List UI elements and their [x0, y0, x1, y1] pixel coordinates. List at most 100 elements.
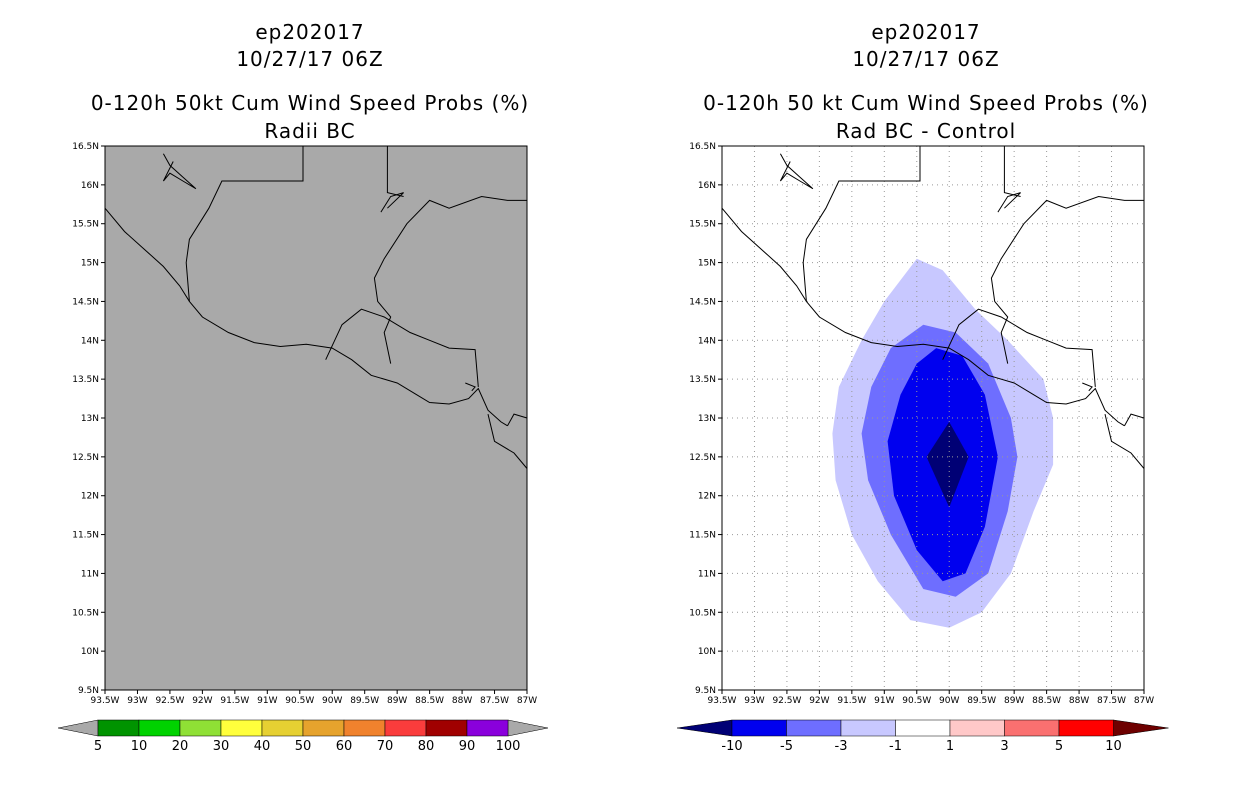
right-x-tick-label: 92.5W [772, 696, 801, 706]
left-colorbar-label: 90 [459, 739, 476, 754]
left-border-3 [325, 308, 479, 387]
left-colorbar-label: 70 [377, 739, 394, 754]
left-colorbar-swatch [302, 719, 345, 737]
left-colorbar-label: 50 [295, 739, 312, 754]
left-y-tick-label: 16N [81, 181, 99, 191]
right-x-tick-label: 93W [744, 696, 764, 706]
left-colorbar-label: 10 [131, 739, 148, 754]
right-y-tick-label: 10.5N [689, 608, 716, 618]
right-y-tick-label: 15N [698, 259, 716, 269]
left-y-tick-label: 12N [81, 492, 99, 502]
right-border-3 [942, 308, 1096, 387]
right-x-tick-label: 93.5W [708, 696, 737, 706]
left-x-tick-label: 91.5W [220, 696, 249, 706]
right-panel: 93.5W 93W 92.5W 92W 91.5W 91W 90.5W 90W 89.5W 89W… [676, 142, 1169, 754]
left-border-4 [507, 413, 528, 427]
right-y-tick-label: 11N [698, 569, 716, 579]
left-subtitle: Radii BC [264, 119, 356, 143]
right-y-tick-label: 13.5N [689, 375, 716, 385]
left-colorbar-label: 5 [94, 739, 102, 754]
left-y-tick-label: 10N [81, 647, 99, 657]
right-y-tick-label: 14N [698, 336, 716, 346]
right-y-tick-label: 12N [698, 492, 716, 502]
left-coastline [104, 207, 508, 427]
left-colorbar-swatch [384, 719, 427, 737]
left-colorbar-low-arrow [57, 719, 99, 737]
right-coastline [721, 207, 1125, 427]
right-contour-3 [926, 421, 969, 508]
left-coastline-gulf [487, 413, 528, 469]
left-x-tick-label: 93W [127, 696, 147, 706]
left-y-tick-label: 15N [81, 259, 99, 269]
left-y-tick-label: 16.5N [72, 142, 99, 152]
right-colorbar-label: 10 [1105, 739, 1122, 754]
left-colorbar-swatch [220, 719, 263, 737]
left-colorbar-label: 80 [418, 739, 435, 754]
left-x-tick-label: 88W [452, 696, 472, 706]
right-title-line2: 10/27/17 06Z [852, 47, 1000, 71]
right-x-tick-label: 91W [874, 696, 894, 706]
right-colorbar-label: 5 [1055, 739, 1063, 754]
right-colorbar-swatch [1058, 719, 1114, 737]
right-colorbar-swatch [1004, 719, 1060, 737]
right-colorbar-swatch [840, 719, 896, 737]
right-x-tick-label: 89W [1004, 696, 1024, 706]
left-border-2 [373, 195, 527, 364]
right-colorbar-label: 1 [946, 739, 954, 754]
right-y-tick-label: 14.5N [689, 297, 716, 307]
left-x-tick-label: 93.5W [91, 696, 120, 706]
left-colorbar-swatch [179, 719, 222, 737]
right-y-tick-label: 9.5N [695, 686, 716, 696]
left-y-tick-label: 14.5N [72, 297, 99, 307]
left-y-tick-label: 13N [81, 414, 99, 424]
left-colorbar-label: 30 [213, 739, 230, 754]
right-coastline-gulf [1104, 413, 1145, 469]
left-x-tick-label: 89W [387, 696, 407, 706]
right-border-0 [802, 146, 921, 302]
right-colorbar-swatch [786, 719, 842, 737]
left-border-0 [185, 146, 304, 302]
right-colorbar-label: 3 [1000, 739, 1008, 754]
left-panel: 93.5W 93W 92.5W 92W 91.5W 91W 90.5W 90W 89.5W 89W… [57, 142, 549, 754]
left-x-tick-label: 90W [322, 696, 342, 706]
left-colorbar-label: 100 [496, 739, 521, 754]
right-subtitle: Rad BC - Control [835, 119, 1017, 143]
left-colorbar-label: 20 [172, 739, 189, 754]
right-y-tick-label: 12.5N [689, 453, 716, 463]
right-x-tick-label: 92W [809, 696, 829, 706]
left-title-line3: 0-120h 50kt Cum Wind Speed Probs (%) [90, 91, 530, 115]
right-colorbar-label: -10 [721, 739, 742, 754]
left-x-tick-label: 90.5W [285, 696, 314, 706]
right-x-tick-label: 90.5W [902, 696, 931, 706]
right-x-tick-label: 88W [1069, 696, 1089, 706]
right-border-1 [1003, 146, 1021, 197]
right-x-tick-label: 89.5W [967, 696, 996, 706]
left-colorbar-label: 60 [336, 739, 353, 754]
right-y-tick-label: 16.5N [689, 142, 716, 152]
left-lake-1 [380, 192, 404, 213]
left-y-tick-label: 9.5N [78, 686, 99, 696]
left-x-tick-label: 92W [192, 696, 212, 706]
left-colorbar-swatch [261, 719, 304, 737]
left-x-tick-label: 87.5W [480, 696, 509, 706]
left-plot-background [105, 146, 527, 690]
left-border-1 [386, 146, 404, 197]
left-y-tick-label: 11.5N [72, 531, 99, 541]
right-colorbar-label: -3 [835, 739, 848, 754]
left-colorbar-label: 40 [254, 739, 271, 754]
right-lake-2 [1082, 382, 1093, 392]
left-title-line1: ep202017 [255, 20, 365, 44]
left-y-tick-label: 14N [81, 336, 99, 346]
left-x-tick-label: 88.5W [415, 696, 444, 706]
right-x-tick-label: 91.5W [837, 696, 866, 706]
right-y-tick-label: 16N [698, 181, 716, 191]
right-colorbar-swatch [949, 719, 1005, 737]
right-lake-0 [779, 153, 814, 190]
left-y-tick-label: 12.5N [72, 453, 99, 463]
right-x-tick-label: 87W [1134, 696, 1154, 706]
left-lake-2 [465, 382, 476, 392]
left-colorbar-high-arrow [507, 719, 549, 737]
right-x-tick-label: 90W [939, 696, 959, 706]
left-colorbar-swatch [343, 719, 386, 737]
